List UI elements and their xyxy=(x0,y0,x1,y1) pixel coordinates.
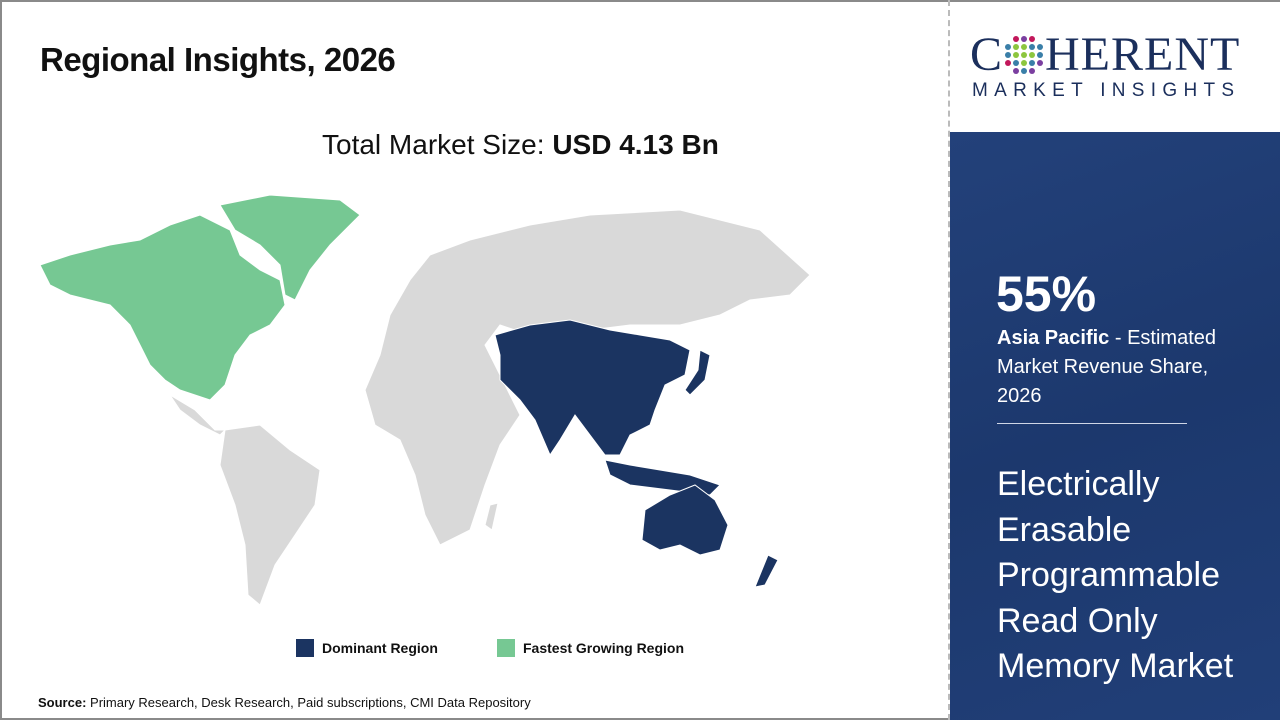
region-australia xyxy=(641,484,729,556)
region-name: Asia Pacific xyxy=(997,327,1110,349)
globe-icon xyxy=(1005,36,1044,74)
logo-letter: C xyxy=(970,28,1004,81)
region-japan xyxy=(684,349,711,396)
total-market-size: Total Market Size: USD 4.13 Bn xyxy=(322,128,719,162)
share-percent: 55% xyxy=(996,266,1097,322)
region-desc: - Estimated Market Revenue Share, 2026 xyxy=(997,327,1216,407)
company-logo: C HERENT MARKET INSIGHTS xyxy=(950,0,1280,132)
legend-label: Dominant Region xyxy=(322,640,438,656)
region-greenland xyxy=(219,194,361,301)
region-madagascar xyxy=(484,502,499,531)
divider xyxy=(997,423,1187,424)
stat-panel: 55% Asia Pacific - Estimated Market Reve… xyxy=(950,132,1280,720)
legend-swatch-fastest xyxy=(497,639,515,657)
region-south-america xyxy=(219,424,321,606)
region-asia-pacific xyxy=(494,319,691,457)
total-value: USD 4.13 Bn xyxy=(552,129,719,160)
region-southeast-asia xyxy=(604,459,721,496)
source-note: Source: Primary Research, Desk Research,… xyxy=(38,695,531,711)
legend-fastest: Fastest Growing Region xyxy=(497,639,684,657)
legend-dominant: Dominant Region xyxy=(296,639,438,657)
logo-wordmark: C HERENT xyxy=(970,28,1241,81)
region-north-america xyxy=(39,214,286,401)
legend-swatch-dominant xyxy=(296,639,314,657)
logo-subtitle: MARKET INSIGHTS xyxy=(972,80,1241,101)
source-text: Primary Research, Desk Research, Paid su… xyxy=(86,695,531,710)
page-title: Regional Insights, 2026 xyxy=(40,41,396,78)
source-label: Source: xyxy=(38,695,87,710)
market-name: Electrically Erasable Programmable Read … xyxy=(997,465,1234,685)
world-map xyxy=(39,194,811,606)
share-description: Asia Pacific - Estimated Market Revenue … xyxy=(997,324,1247,411)
region-central-america xyxy=(169,394,227,436)
total-label: Total Market Size: xyxy=(322,129,553,160)
legend-label: Fastest Growing Region xyxy=(523,640,685,656)
info-sidebar: C HERENT MARKET INSIGHTS 55% Asia Pacifi… xyxy=(948,0,1280,720)
logo-text: HERENT xyxy=(1045,28,1241,81)
region-new-zealand xyxy=(754,554,779,588)
